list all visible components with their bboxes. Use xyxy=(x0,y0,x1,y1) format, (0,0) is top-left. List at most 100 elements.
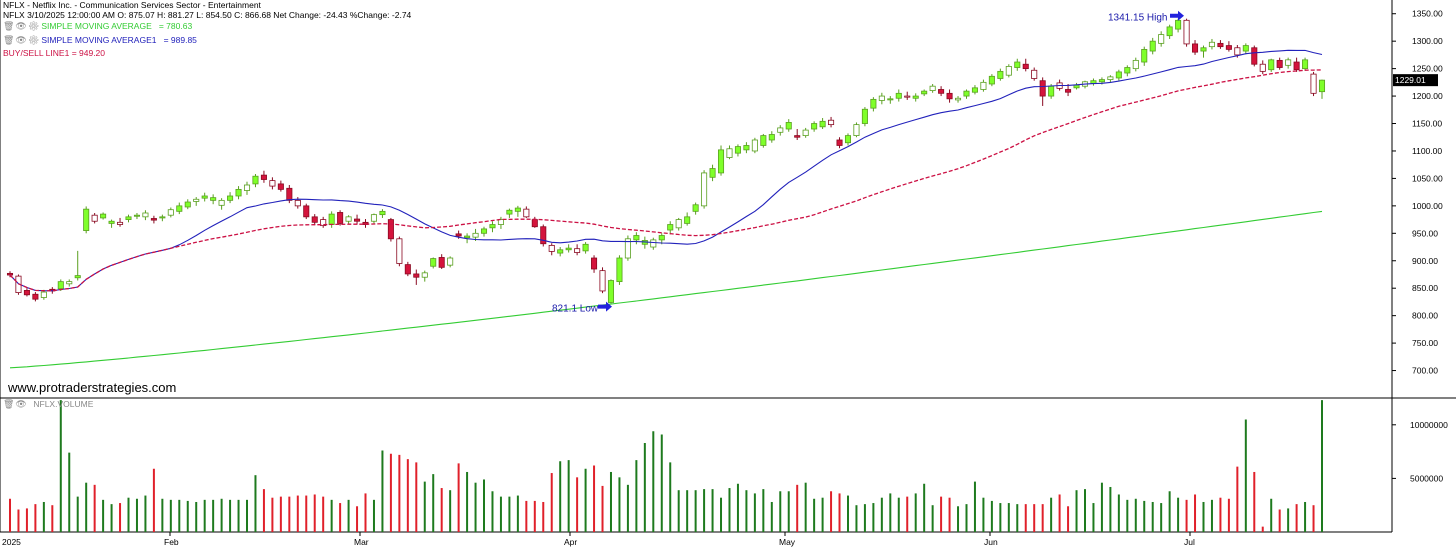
candle-body xyxy=(345,216,352,222)
price-tick-label: 1350.00 xyxy=(1412,9,1443,19)
candle-body xyxy=(1310,73,1317,94)
price-tick-label: 1100.00 xyxy=(1412,146,1442,156)
candle-body xyxy=(193,198,200,202)
candle-body xyxy=(887,98,894,101)
candle-body xyxy=(74,275,81,279)
candle-body xyxy=(413,273,420,278)
candle-body xyxy=(40,291,47,298)
candle-body xyxy=(184,201,191,208)
low-arrow-icon xyxy=(598,301,612,312)
candle-body xyxy=(1039,80,1046,97)
candle-body xyxy=(616,257,623,283)
candle-body xyxy=(1183,19,1190,45)
candle-body xyxy=(1065,89,1072,93)
volume-tick-label: 10000000 xyxy=(1410,420,1448,430)
indicator-tools-icon[interactable]: 🗑👁⚙ xyxy=(3,21,41,31)
candle-body xyxy=(480,228,488,234)
candle-body xyxy=(1276,59,1283,68)
candle-body xyxy=(404,264,411,275)
indicator-sma[interactable]: 🗑👁⚙ SIMPLE MOVING AVERAGE = 780.63 xyxy=(3,21,192,31)
time-axis-label: 2025 xyxy=(2,537,21,547)
price-tick-label: 700.00 xyxy=(1412,366,1438,376)
candle-body xyxy=(963,90,970,97)
chart-title: NFLX - Netflix Inc. - Communication Serv… xyxy=(3,0,261,10)
candle-body xyxy=(819,120,826,128)
watermark: www.protraderstrategies.com xyxy=(8,380,177,395)
candle-body xyxy=(929,85,936,91)
candle-body xyxy=(337,212,344,224)
volume-tools-icon[interactable]: 🗑👁 xyxy=(3,399,28,409)
candle-body xyxy=(1115,71,1122,79)
price-tick-label: 1150.00 xyxy=(1412,119,1442,129)
price-tick-label: 900.00 xyxy=(1412,256,1438,266)
candle-body xyxy=(574,248,581,253)
candle-body xyxy=(971,87,978,93)
candle-body xyxy=(1014,61,1021,68)
candle-body xyxy=(878,95,885,101)
volume-pane-label[interactable]: 🗑👁 NFLX.VOLUME xyxy=(3,399,93,409)
candle-body xyxy=(1285,59,1292,66)
candle-body xyxy=(277,183,284,190)
candle-body xyxy=(1200,47,1207,52)
candle-body xyxy=(980,81,987,90)
candle-body xyxy=(1124,67,1131,74)
candle-body xyxy=(176,205,183,212)
candle-body xyxy=(938,89,945,94)
candle-body xyxy=(650,239,657,248)
price-tick-label: 1000.00 xyxy=(1412,201,1443,211)
candle-body xyxy=(1302,59,1309,70)
candle-body xyxy=(599,270,606,292)
candle-body xyxy=(675,219,682,229)
candle-body xyxy=(836,139,843,146)
price-tick-label: 1250.00 xyxy=(1412,64,1443,74)
candle-body xyxy=(464,235,471,239)
candle-body xyxy=(709,168,716,178)
time-axis-label: Mar xyxy=(354,537,369,547)
indicator-buysell-label: BUY/SELL LINE1 xyxy=(3,48,70,58)
candle-body xyxy=(243,184,251,191)
candle-body xyxy=(108,220,115,224)
candle-body xyxy=(912,95,919,99)
price-tick-label: 850.00 xyxy=(1412,283,1438,293)
candle-body xyxy=(1217,42,1224,48)
candle-body xyxy=(506,209,513,215)
candle-body xyxy=(692,204,699,212)
candle-body xyxy=(260,174,267,180)
candle-body xyxy=(303,205,310,218)
candle-body xyxy=(701,172,708,207)
candle-body xyxy=(1005,66,1012,76)
candle-body xyxy=(1234,47,1241,56)
candle-body xyxy=(311,216,318,223)
candle-body xyxy=(1132,59,1139,70)
volume-label: NFLX.VOLUME xyxy=(33,399,94,409)
candle-body xyxy=(1166,26,1173,37)
time-axis-label: May xyxy=(779,537,796,547)
candle-body xyxy=(540,226,547,245)
indicator-sma1-value: = 989.85 xyxy=(163,35,197,45)
last-price-label: 1229.01 xyxy=(1395,75,1426,85)
candle-body xyxy=(1251,47,1258,65)
indicator-tools-icon[interactable]: 🗑👁⚙ xyxy=(3,35,41,45)
candle-body xyxy=(624,238,631,259)
candle-body xyxy=(844,135,852,144)
candle-body xyxy=(811,123,818,130)
candle-body xyxy=(734,146,741,154)
candle-body xyxy=(794,135,801,138)
ohlc-readout: NFLX 3/10/2025 12:00:00 AM O: 875.07 H: … xyxy=(3,10,412,20)
indicator-sma1[interactable]: 🗑👁⚙ SIMPLE MOVING AVERAGE1 = 989.85 xyxy=(3,35,197,45)
candle-body xyxy=(667,224,674,231)
candle-body xyxy=(6,272,14,276)
time-axis-label: Jun xyxy=(984,537,998,547)
candle-body xyxy=(133,214,140,217)
candle-body xyxy=(370,214,377,222)
candle-body xyxy=(57,281,64,290)
price-tick-label: 750.00 xyxy=(1412,338,1438,348)
candle-body xyxy=(548,244,555,252)
candle-body xyxy=(1175,19,1182,30)
candle-body xyxy=(565,247,572,251)
candle-body xyxy=(23,290,30,296)
price-tick-label: 1050.00 xyxy=(1412,173,1443,183)
candle-body xyxy=(320,219,327,227)
candle-body xyxy=(1073,84,1080,89)
candle-body xyxy=(946,92,953,100)
